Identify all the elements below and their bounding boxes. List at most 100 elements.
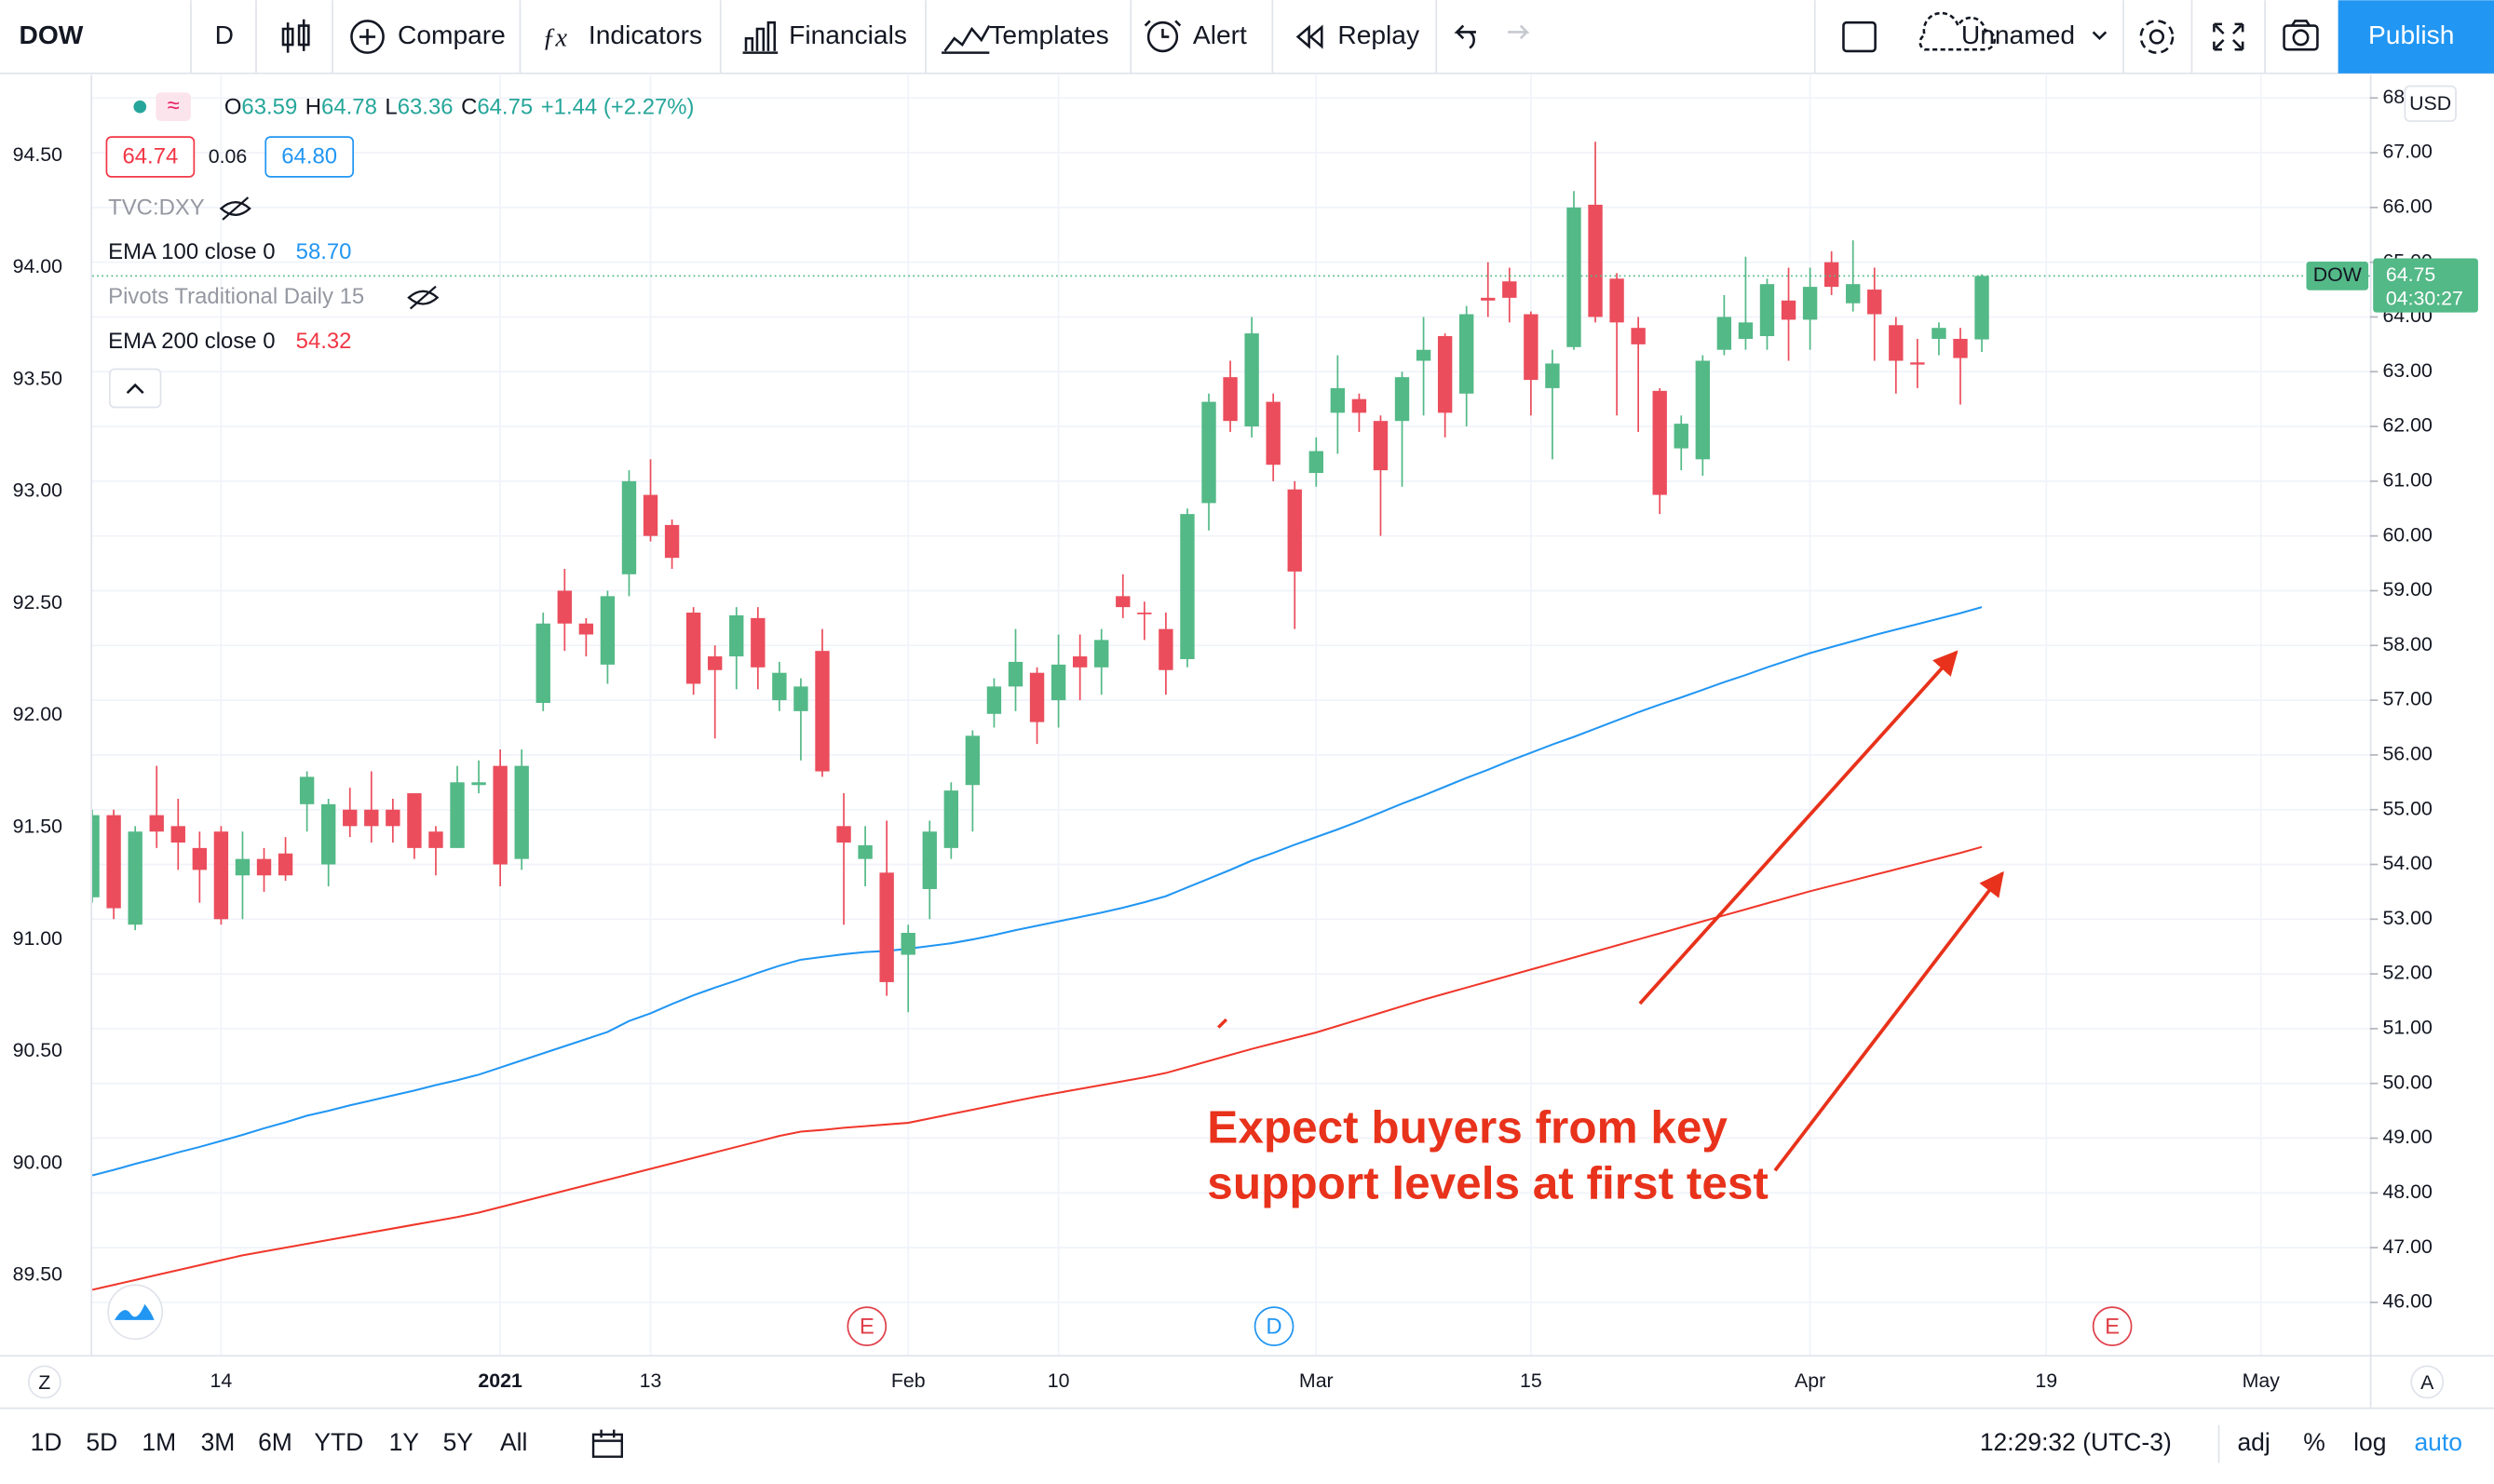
event-marker[interactable] — [847, 1306, 888, 1347]
range-button[interactable]: All — [500, 1428, 527, 1456]
toolbar: DOW D ƒx Compare Indicators Financials T… — [0, 0, 2494, 74]
range-button[interactable]: YTD — [314, 1428, 363, 1456]
y-tick-label: 58.00 — [2382, 633, 2433, 655]
compare[interactable]: Compare — [398, 20, 506, 49]
price-tag-value: 64.75 — [2386, 263, 2435, 286]
y-tick-label: 52.00 — [2382, 962, 2433, 984]
ask: 64.80 — [281, 144, 337, 169]
y-tick-label: 67.00 — [2382, 141, 2433, 163]
scale-option[interactable]: % — [2303, 1428, 2325, 1456]
candle-body — [278, 853, 293, 876]
candle-body — [1652, 390, 1667, 495]
candle-body — [1029, 672, 1045, 722]
candle-body — [364, 809, 379, 827]
range-button[interactable]: 1M — [142, 1428, 176, 1456]
event-marker[interactable] — [2092, 1306, 2133, 1347]
axis-button-label[interactable]: A — [2420, 1371, 2434, 1394]
candle-body — [1910, 362, 1925, 365]
candle-body — [213, 831, 229, 920]
toolbar-bg — [0, 0, 2494, 74]
range-button[interactable]: 1D — [31, 1428, 62, 1456]
y-tick-label: 66.00 — [2382, 195, 2433, 217]
collapse-button[interactable] — [108, 368, 162, 409]
symbol[interactable]: DOW — [19, 20, 83, 49]
candle-body — [986, 686, 1002, 714]
axis-button-label[interactable]: Z — [38, 1371, 50, 1394]
scale-option[interactable]: auto — [2414, 1428, 2462, 1456]
candle-body — [600, 596, 616, 665]
candle-body — [1974, 276, 1989, 340]
candle-body — [1351, 398, 1367, 413]
replay[interactable]: Replay — [1337, 20, 1420, 49]
logo[interactable] — [107, 1284, 164, 1341]
candle-body — [621, 480, 637, 574]
y-tick-label: 60.00 — [2382, 523, 2433, 546]
y-tick-label: 50.00 — [2382, 1071, 2433, 1093]
candle-body — [1266, 401, 1281, 465]
y-tick-label: 47.00 — [2382, 1235, 2433, 1258]
plot — [92, 142, 2370, 1291]
axis-button[interactable] — [27, 1365, 61, 1399]
price-tag-symbol: DOW — [2313, 263, 2363, 286]
candle-body — [1716, 317, 1732, 350]
financials[interactable]: Financials — [789, 20, 907, 49]
scale-option[interactable]: log — [2353, 1428, 2386, 1456]
candle-body — [1759, 284, 1775, 337]
candle-body — [1308, 451, 1323, 474]
interval[interactable]: D — [215, 20, 234, 49]
candle-body — [1566, 207, 1581, 347]
axis-button[interactable] — [2410, 1365, 2445, 1399]
alert[interactable]: Alert — [1193, 20, 1247, 49]
stray-mark — [1217, 1018, 1228, 1029]
events: E D E — [107, 1284, 2133, 1347]
candle-body — [1373, 421, 1389, 471]
x-tick-label: 19 — [2035, 1369, 2057, 1392]
layout-name[interactable]: Unnamed — [1961, 20, 2075, 49]
candle-body — [1846, 284, 1861, 304]
candle-body — [729, 614, 744, 657]
event-marker[interactable] — [1254, 1306, 1294, 1347]
candle-body — [493, 765, 508, 865]
candle-body — [793, 686, 808, 711]
candle-body — [1416, 349, 1431, 361]
candle-body — [1931, 328, 1946, 339]
event-label: E — [2105, 1315, 2120, 1340]
y2-tick-label: 93.00 — [13, 479, 63, 502]
candle-body — [943, 790, 959, 848]
collapse-icon — [126, 383, 144, 395]
candle-body — [106, 815, 121, 909]
bottom-bar: 12:29:32 (UTC-3) 1D 5D 1M 3M 6M YTD 1Y 5Y All adj… — [31, 1424, 2462, 1464]
candle-body — [772, 672, 787, 701]
publish-label[interactable]: Publish — [2368, 20, 2454, 49]
study-name: TVC:DXY — [108, 195, 205, 220]
candle-body — [1287, 489, 1302, 572]
legend: ≈ O63.59 H64.78 L63.36 C64.75 +1.44 (+2.27%)… — [105, 92, 695, 409]
publish-button[interactable] — [2338, 0, 2494, 74]
separators — [190, 0, 2266, 74]
date-range-icon[interactable] — [591, 1429, 623, 1458]
indicators[interactable]: Indicators — [589, 20, 702, 49]
ohlc-label: C — [461, 95, 477, 120]
candle-body — [1050, 664, 1066, 701]
range-button[interactable]: 1Y — [389, 1428, 420, 1456]
candle-body — [901, 933, 915, 955]
candle-body — [1459, 314, 1474, 394]
range-button[interactable]: 6M — [258, 1428, 292, 1456]
candle-body — [256, 858, 272, 876]
range-button[interactable]: 3M — [201, 1428, 236, 1456]
scale-option[interactable]: adj — [2237, 1428, 2270, 1456]
candle-body — [235, 858, 251, 876]
status-badge — [156, 92, 191, 122]
candle-body — [1889, 325, 1904, 361]
candle-body — [343, 809, 358, 827]
range-button[interactable]: 5D — [86, 1428, 117, 1456]
candle-body — [1695, 360, 1711, 460]
candle-body — [1481, 297, 1496, 301]
candle-body — [1159, 628, 1173, 670]
templates[interactable]: Templates — [989, 20, 1108, 49]
candle-body — [192, 847, 208, 870]
candle-body — [1223, 377, 1238, 422]
range-button[interactable]: 5Y — [443, 1428, 474, 1456]
